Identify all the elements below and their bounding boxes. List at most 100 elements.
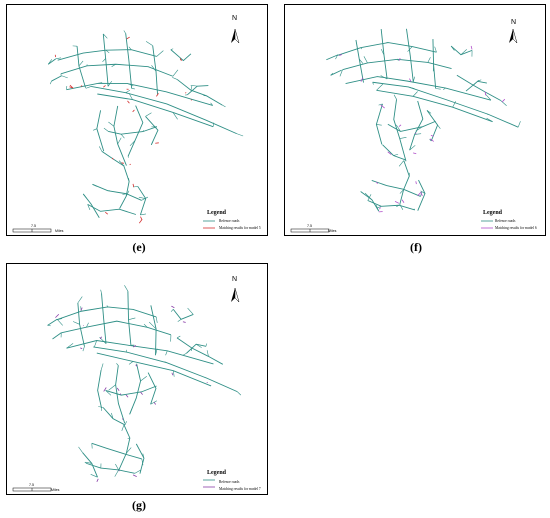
legend-item-reference: Refence roads [219, 480, 240, 484]
reference-road [85, 86, 92, 89]
reference-road [407, 46, 413, 52]
reference-road [98, 406, 104, 408]
matching-segment [140, 391, 143, 395]
reference-road [117, 137, 122, 145]
reference-road [61, 320, 172, 336]
reference-road [176, 335, 181, 339]
road-network [47, 285, 242, 478]
reference-road [90, 474, 98, 478]
road-network [326, 28, 521, 212]
reference-road [128, 317, 136, 320]
reference-road [108, 384, 116, 391]
reference-road [61, 75, 68, 79]
scale-number: 7.5 [29, 483, 34, 487]
reference-road [127, 83, 134, 87]
reference-road [363, 56, 368, 64]
legend-item-matching: Matching results for model 5 [219, 226, 261, 230]
reference-road [360, 47, 363, 50]
reference-road [86, 462, 135, 474]
reference-road [170, 48, 174, 50]
reference-road [72, 321, 80, 325]
matching-segment [126, 36, 130, 40]
reference-road [140, 375, 147, 382]
reference-road [429, 139, 432, 142]
matching-segment [132, 474, 137, 477]
reference-road [205, 343, 207, 347]
reference-road [82, 346, 85, 352]
reference-road [378, 103, 383, 106]
reference-road [190, 85, 193, 91]
reference-road [375, 204, 380, 212]
reference-road [380, 29, 388, 80]
reference-road [204, 376, 208, 379]
reference-road [176, 337, 224, 365]
legend [481, 220, 493, 229]
reference-road [381, 49, 385, 56]
reference-road [443, 87, 446, 91]
reference-road [100, 289, 102, 294]
matching-segment [171, 372, 174, 376]
reference-road [98, 82, 103, 84]
reference-road [128, 361, 134, 365]
reference-road [142, 130, 145, 132]
reference-road [138, 196, 146, 199]
matching-results [54, 36, 192, 224]
reference-road [460, 49, 467, 55]
matching-segment [132, 109, 135, 113]
reference-road [399, 136, 407, 139]
north-arrow-icon [231, 287, 240, 303]
reference-road [500, 100, 507, 106]
reference-road [182, 353, 187, 356]
matching-segment [339, 54, 342, 56]
reference-road [434, 46, 437, 53]
matching-segment [417, 191, 422, 197]
reference-road [125, 33, 133, 89]
matching-segment [133, 345, 137, 348]
caption-f: (f) [410, 240, 422, 254]
reference-road [330, 72, 334, 76]
reference-road [97, 93, 214, 128]
caption-g: (g) [132, 498, 146, 512]
matching-segment [138, 219, 143, 224]
matching-segment [69, 86, 73, 89]
reference-road [452, 101, 457, 108]
matching-segment [484, 91, 487, 96]
reference-road [372, 81, 519, 128]
reference-road [127, 291, 132, 346]
matching-segment [103, 387, 107, 392]
legend-item-reference: Refence roads [219, 219, 240, 223]
road-network-map-f [290, 28, 521, 233]
reference-road [127, 105, 144, 157]
reference-road [364, 192, 373, 200]
reference-road [78, 446, 83, 453]
legend-title: Legend [483, 210, 503, 216]
reference-road [420, 190, 426, 194]
reference-road [123, 30, 126, 34]
reference-road [399, 160, 410, 205]
reference-road [121, 424, 125, 431]
reference-road [330, 69, 342, 76]
reference-road [143, 323, 148, 328]
reference-road [51, 75, 62, 82]
matching-segment [380, 104, 385, 109]
legend-item-matching: Matching results for model 6 [495, 226, 537, 230]
reference-road [77, 296, 83, 304]
reference-road [165, 350, 168, 356]
reference-road [172, 112, 178, 120]
reference-road [100, 363, 104, 371]
reference-road [98, 146, 103, 152]
road-network [47, 30, 244, 218]
matching-segment [125, 394, 129, 398]
reference-road [126, 447, 132, 454]
matching-segment [470, 45, 473, 50]
scale-bar [12, 228, 52, 233]
scale-unit: Miles [55, 229, 64, 233]
reference-road [190, 85, 198, 87]
reference-road [151, 141, 154, 145]
north-arrow-icon [509, 28, 518, 44]
reference-road [376, 89, 493, 123]
reference-road [412, 76, 415, 82]
matching-segment [171, 305, 175, 309]
reference-road [517, 121, 521, 128]
reference-road [124, 421, 127, 426]
